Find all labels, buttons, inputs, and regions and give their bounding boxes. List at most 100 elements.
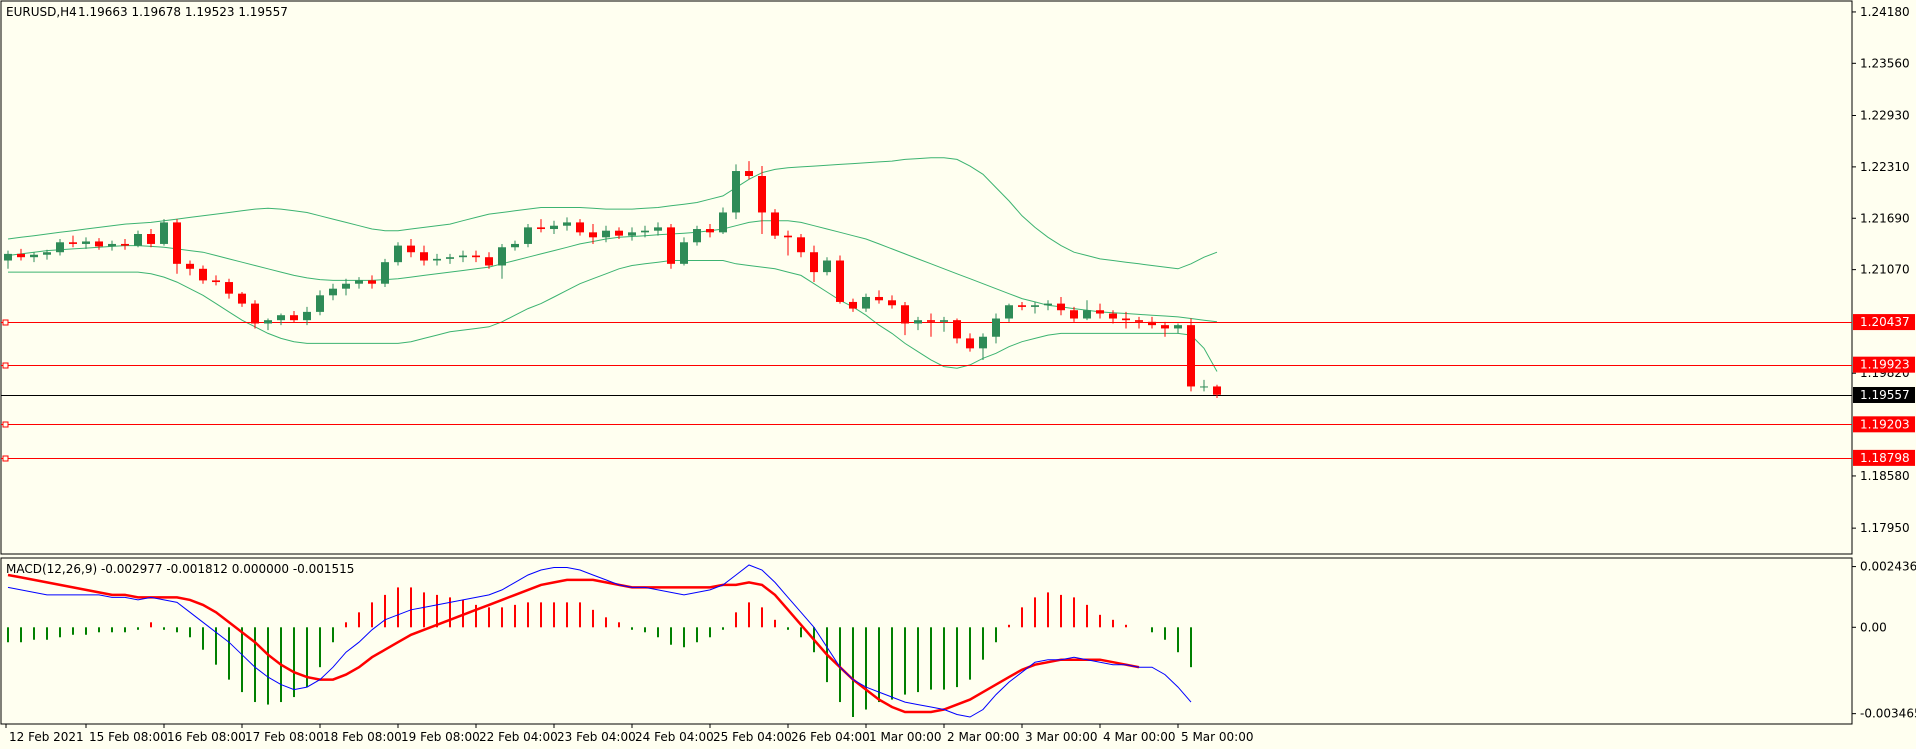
time-label-8: 24 Feb 04:00 <box>635 730 714 744</box>
candle-body-39 <box>511 243 519 248</box>
candle-body-18 <box>238 293 246 304</box>
candle-body-2 <box>30 254 38 258</box>
time-label-3: 17 Feb 08:00 <box>245 730 324 744</box>
macd-tick-label-0: 0.002436 <box>1860 560 1916 574</box>
macd-header: MACD(12,26,9) -0.002977 -0.001812 0.0000… <box>6 562 354 576</box>
macd-pane-frame <box>0 557 1853 725</box>
candle-body-35 <box>459 255 467 258</box>
candle-body-8 <box>108 243 116 247</box>
candle-body-54 <box>706 229 714 233</box>
candle-body-85 <box>1109 313 1117 319</box>
candle-body-60 <box>784 235 792 238</box>
candle-body-50 <box>654 227 662 231</box>
candle-body-77 <box>1005 305 1013 319</box>
candle-body-30 <box>394 245 402 263</box>
level-label-box-0 <box>1853 314 1915 331</box>
main-pane-frame <box>0 0 1853 555</box>
price-tick-label-3: 1.22310 <box>1860 160 1910 174</box>
level-label-1: 1.19923 <box>1860 358 1910 372</box>
candle-body-11 <box>147 234 155 244</box>
candle-body-25 <box>329 288 337 296</box>
chart-header-symbol: EURUSD,H4 <box>6 5 77 19</box>
bollinger-bands <box>7 157 1218 372</box>
candle-body-74 <box>966 338 974 349</box>
candle-body-26 <box>342 283 350 289</box>
price-tick-label-7: 1.18580 <box>1860 469 1910 483</box>
macd-tick-label-2: -0.003465 <box>1860 707 1916 721</box>
time-label-0: 12 Feb 2021 <box>9 730 84 744</box>
candle-body-46 <box>602 230 610 238</box>
time-axis: 12 Feb 2021 15 Feb 08:00 16 Feb 08:00 17 Fe… <box>5 724 1254 744</box>
candle-body-62 <box>810 252 818 273</box>
candle-body-56 <box>732 171 740 213</box>
candle-body-0 <box>4 253 12 261</box>
level-label-box-1 <box>1853 356 1915 373</box>
candle-body-65 <box>849 301 857 309</box>
candle-body-82 <box>1070 310 1078 319</box>
horizontal-levels <box>1 319 1852 462</box>
candle-body-23 <box>303 311 311 321</box>
candle-body-14 <box>186 263 194 269</box>
time-label-11: 1 Mar 00:00 <box>869 730 942 744</box>
price-axis: 1.24180 1.23560 1.22930 1.22310 1.21690 1.210… <box>1852 5 1910 535</box>
candle-body-31 <box>407 245 415 253</box>
candle-body-57 <box>745 171 753 176</box>
candle-body-48 <box>628 232 636 236</box>
candle-body-78 <box>1018 305 1026 307</box>
candle-body-6 <box>82 241 90 244</box>
time-label-6: 22 Feb 04:00 <box>479 730 558 744</box>
time-label-2: 16 Feb 08:00 <box>167 730 246 744</box>
candle-body-87 <box>1135 320 1143 322</box>
candle-body-86 <box>1122 318 1130 321</box>
price-tick-label-4: 1.21690 <box>1860 211 1910 225</box>
bollinger-lower-line <box>8 260 1218 372</box>
level-label-2: 1.19203 <box>1860 417 1910 431</box>
price-tick-label-8: 1.17950 <box>1860 521 1910 535</box>
time-label-7: 23 Feb 04:00 <box>557 730 636 744</box>
time-label-4: 18 Feb 08:00 <box>323 730 402 744</box>
candle-body-76 <box>992 318 1000 337</box>
current-price-box <box>1853 386 1915 403</box>
time-label-13: 3 Mar 00:00 <box>1025 730 1098 744</box>
candle-body-59 <box>771 212 779 236</box>
candle-body-9 <box>121 243 129 246</box>
candle-body-43 <box>563 222 571 226</box>
candle-body-22 <box>290 315 298 321</box>
level-anchor-1 <box>2 362 9 369</box>
candle-body-21 <box>277 315 285 321</box>
level-anchor-0 <box>2 319 9 326</box>
candle-body-1 <box>17 253 25 258</box>
macd-main-line <box>7 564 1192 718</box>
candle-body-72 <box>940 320 948 322</box>
candle-body-15 <box>199 268 207 281</box>
candle-body-3 <box>43 252 51 255</box>
candle-body-73 <box>953 320 961 339</box>
candle-body-80 <box>1044 303 1052 306</box>
macd-signal-line <box>7 573 1140 714</box>
candle-body-51 <box>667 227 675 264</box>
candle-body-38 <box>498 247 506 266</box>
candle-body-67 <box>875 296 883 301</box>
candle-body-83 <box>1083 310 1091 319</box>
candle-body-61 <box>797 237 805 253</box>
candle-body-69 <box>901 305 909 324</box>
candle-body-71 <box>927 320 935 322</box>
candle-body-28 <box>368 280 376 284</box>
level-label-3: 1.18798 <box>1860 451 1910 465</box>
price-tick-label-0: 1.24180 <box>1860 5 1910 19</box>
price-tick-label-2: 1.22930 <box>1860 109 1910 123</box>
macd-axis: 0.002436 0.00 -0.003465 <box>1852 560 1916 721</box>
candle-body-88 <box>1148 321 1156 326</box>
candle-body-32 <box>420 252 428 261</box>
candle-body-90 <box>1174 325 1182 329</box>
candle-body-36 <box>472 255 480 258</box>
candle-body-16 <box>212 280 220 283</box>
candle-body-53 <box>693 229 701 243</box>
candle-body-10 <box>134 234 142 246</box>
candle-body-4 <box>56 242 64 253</box>
candle-body-63 <box>823 260 831 273</box>
level-anchor-3 <box>2 455 9 462</box>
level-label-box-3 <box>1853 449 1915 466</box>
candle-body-29 <box>381 262 389 284</box>
bollinger-middle-line <box>7 220 1218 323</box>
